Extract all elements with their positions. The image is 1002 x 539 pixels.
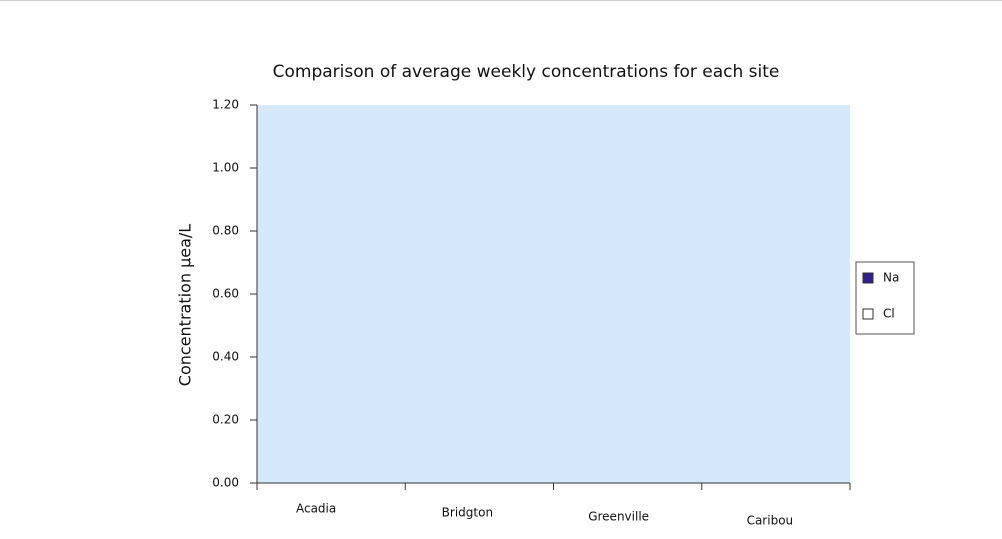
y-tick-label: 0.80 [212, 224, 239, 238]
x-tick-label: Acadia [296, 502, 336, 516]
y-tick-label: 0.60 [212, 287, 239, 301]
y-tick-label: 1.20 [212, 98, 239, 112]
legend-swatch [862, 272, 874, 284]
y-tick-label: 0.20 [212, 413, 239, 427]
legend-label: Na [883, 271, 899, 285]
legend-label: Cl [883, 307, 895, 321]
plot-area [257, 105, 850, 483]
y-tick-label: 0.40 [212, 350, 239, 364]
x-tick-label: Caribou [747, 514, 794, 528]
y-axis-label: Concentration μea/L [176, 224, 195, 386]
y-tick-label: 0.00 [212, 476, 239, 490]
chart-title: Comparison of average weekly concentrati… [273, 62, 780, 82]
x-tick-label: Greenville [588, 510, 649, 524]
y-tick-label: 1.00 [212, 161, 239, 175]
legend-swatch [862, 308, 874, 320]
x-tick-label: Bridgton [442, 506, 493, 520]
